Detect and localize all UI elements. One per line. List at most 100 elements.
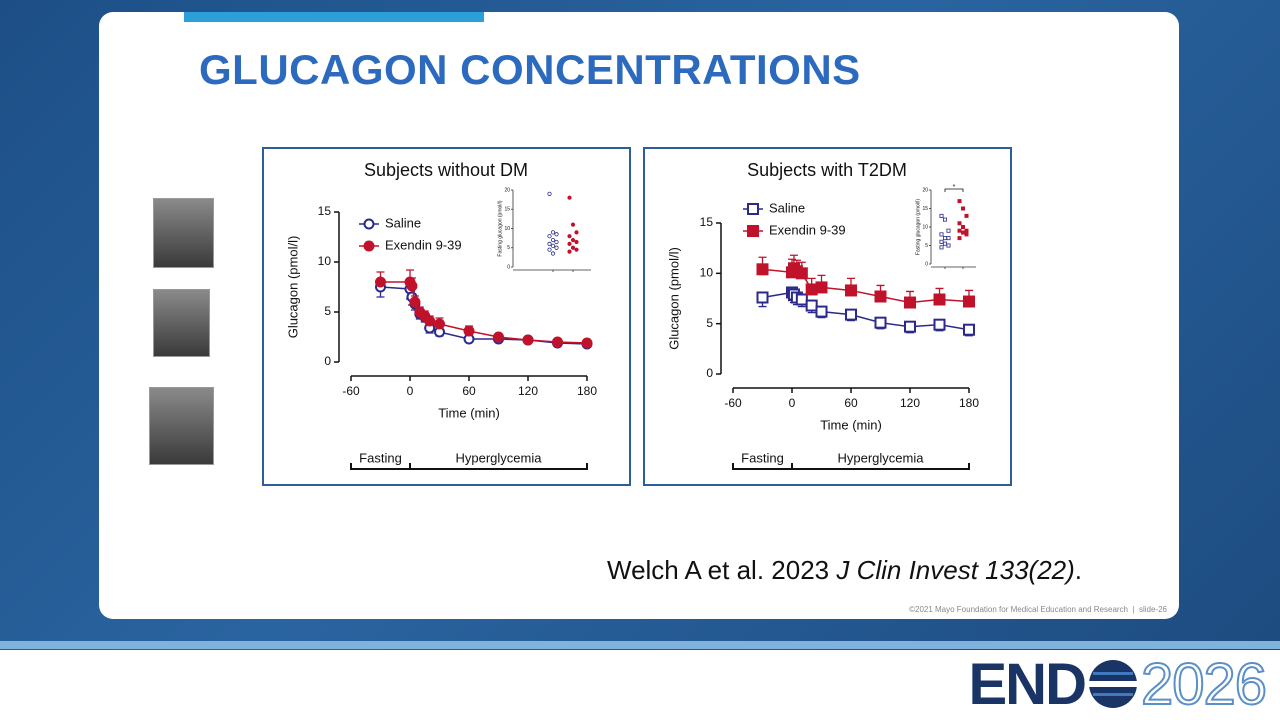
data-point: [904, 296, 916, 309]
accent-bar: [184, 12, 484, 22]
y-tick-label: 15: [700, 215, 714, 229]
y-tick-label: 10: [318, 254, 332, 268]
inset-point: [567, 195, 572, 200]
x-tick-label: 60: [844, 396, 858, 410]
inset-point: [960, 230, 965, 235]
inset-point: [547, 241, 552, 247]
x-axis-label: Time (min): [820, 417, 882, 432]
inset-point: [554, 245, 559, 250]
x-tick-label: 180: [959, 396, 979, 410]
legend-label: Exendin 9-39: [769, 222, 846, 237]
inset-y-tick-label: 0: [507, 264, 510, 270]
inset-point: [570, 222, 576, 227]
slide-title: GLUCAGON CONCENTRATIONS: [199, 46, 861, 93]
footer: [0, 650, 1280, 720]
inset-y-tick-label: 5: [925, 243, 928, 249]
y-axis-label: Glucagon (pmol/l): [666, 247, 681, 350]
data-point: [845, 308, 857, 321]
inset-point: [550, 243, 556, 248]
inset-point: [942, 241, 947, 246]
inset-y-label: Fasting glucagon (pmol/l): [497, 200, 503, 256]
inset-point: [547, 191, 552, 196]
data-point: [375, 276, 386, 288]
data-point: [805, 283, 818, 296]
data-point: [756, 263, 769, 276]
inset-point: [942, 236, 947, 241]
citation-journal: J Clin Invest 133(22): [836, 555, 1075, 585]
y-tick-label: 10: [700, 266, 714, 280]
inset-point: [957, 221, 962, 226]
data-point: [795, 267, 808, 280]
chart-panel: Subjects without DM 0 5 10 15 -60 0 60 120 180 Tim…: [262, 147, 631, 486]
citation-authors: Welch A et al. 2023: [607, 555, 837, 585]
inset-point: [946, 236, 951, 241]
x-tick-label: 0: [407, 384, 414, 398]
data-point: [581, 337, 593, 349]
legend-marker: [747, 203, 759, 215]
inset-point: [550, 230, 556, 235]
inset-y-tick-label: 20: [504, 187, 510, 193]
speaker-photo: [153, 289, 210, 357]
inset-point: [570, 237, 576, 243]
inset-point: [960, 225, 965, 230]
inset-point: [946, 243, 951, 248]
phase-label: Hyperglycemia: [838, 450, 925, 465]
inset-point: [964, 213, 969, 218]
citation-end: .: [1074, 555, 1083, 585]
phase-label: Fasting: [741, 450, 784, 465]
inset-point: [964, 232, 969, 237]
legend-marker: [747, 225, 759, 237]
x-tick-label: -60: [342, 384, 360, 398]
x-tick-label: 0: [789, 396, 796, 410]
logo: END 2026: [969, 651, 1269, 718]
footer-stripe: [0, 641, 1280, 649]
inset-y-label: Fasting glucagon (pmol/l): [915, 199, 921, 255]
inset-y-tick-label: 10: [922, 224, 928, 230]
data-point: [756, 291, 769, 304]
x-tick-label: -60: [724, 396, 742, 410]
data-point: [963, 295, 975, 308]
inset-point: [570, 245, 576, 250]
data-point: [409, 296, 421, 308]
phase-bracket: [791, 463, 970, 470]
data-point: [424, 315, 436, 327]
legend-label: Saline: [385, 215, 421, 230]
inset-y-tick-label: 15: [922, 206, 928, 212]
chart: Subjects with T2DM 0 5 10 15 -60 0 60 120 180 Time…: [666, 160, 979, 470]
inset-point: [567, 249, 572, 254]
inset-point: [957, 228, 962, 233]
y-tick-label: 5: [706, 316, 713, 330]
inset-point: [547, 234, 552, 239]
inset-point: [960, 206, 965, 211]
chart-title: Subjects without DM: [364, 160, 528, 180]
citation: Welch A et al. 2023 J Clin Invest 133(22…: [607, 555, 1082, 586]
data-point: [815, 281, 828, 294]
inset-point: [550, 237, 556, 243]
data-point: [406, 280, 418, 292]
data-point: [933, 293, 946, 306]
data-point: [874, 316, 887, 329]
legend-marker: [363, 240, 375, 252]
inset-y-tick-label: 15: [504, 207, 510, 213]
phase-bracket: [409, 463, 588, 470]
legend-label: Saline: [769, 200, 805, 215]
x-tick-label: 180: [577, 384, 597, 398]
y-tick-label: 0: [706, 366, 713, 380]
significance-bracket: [944, 188, 964, 192]
data-point: [933, 318, 946, 331]
logo-name: END: [968, 651, 1087, 717]
logo-globe: [1088, 660, 1137, 708]
inset-point: [939, 213, 944, 218]
data-point: [904, 320, 916, 333]
inset-point: [567, 241, 572, 247]
y-tick-label: 5: [324, 304, 331, 318]
speaker-photo: [149, 387, 214, 465]
speaker-photo: [153, 198, 214, 268]
inset-point: [942, 217, 947, 222]
x-axis-label: Time (min): [438, 405, 500, 420]
chart-title: Subjects with T2DM: [747, 160, 907, 180]
legend-marker: [363, 218, 375, 230]
data-point: [552, 336, 563, 348]
inset-point: [554, 232, 559, 237]
data-point: [463, 325, 475, 337]
